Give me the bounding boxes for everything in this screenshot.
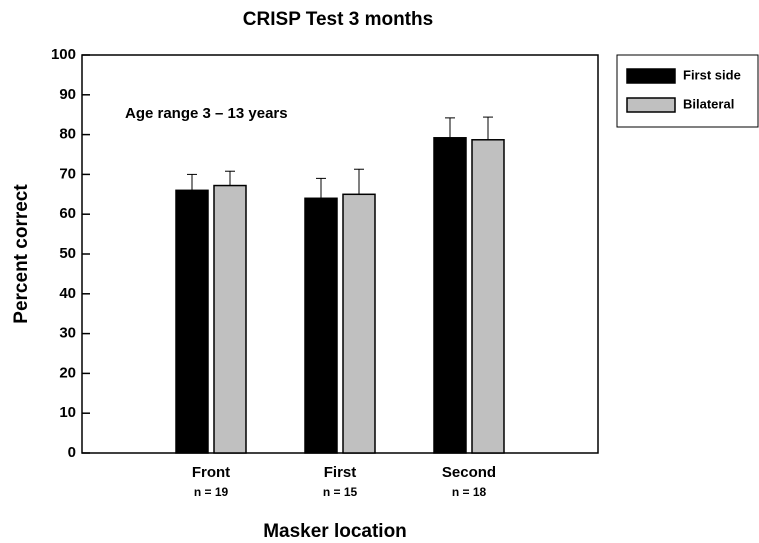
y-tick-label: 20 [59, 364, 76, 381]
x-tick-label: First [324, 464, 357, 481]
x-tick-label: Second [442, 464, 496, 481]
legend-label: Bilateral [683, 96, 734, 111]
bar [213, 184, 247, 454]
x-sublabel: n = 19 [194, 485, 229, 499]
y-tick-label: 60 [59, 205, 76, 222]
y-tick-label: 100 [51, 46, 76, 63]
bar [433, 137, 467, 454]
y-tick-label: 10 [59, 404, 76, 421]
y-tick-label: 0 [68, 444, 76, 461]
y-tick-label: 80 [59, 126, 76, 143]
bar [304, 197, 338, 454]
legend-swatch [626, 68, 676, 84]
bar [342, 193, 376, 454]
x-sublabel: n = 15 [323, 485, 358, 499]
bar [471, 139, 505, 454]
y-tick-label: 40 [59, 285, 76, 302]
legend-box [616, 54, 759, 128]
x-tick-label: Front [192, 464, 230, 481]
chart-title: CRISP Test 3 months [243, 9, 433, 30]
y-axis-label: Percent correct [11, 184, 32, 324]
x-sublabel: n = 18 [452, 485, 487, 499]
bar [175, 189, 209, 454]
y-tick-label: 70 [59, 165, 76, 182]
legend-swatch [626, 97, 676, 113]
y-tick-label: 90 [59, 86, 76, 103]
y-tick-label: 50 [59, 245, 76, 262]
legend-label: First side [683, 67, 741, 82]
annotation: Age range 3 – 13 years [125, 105, 288, 122]
y-tick-label: 30 [59, 325, 76, 342]
x-axis-label: Masker location [263, 521, 407, 542]
